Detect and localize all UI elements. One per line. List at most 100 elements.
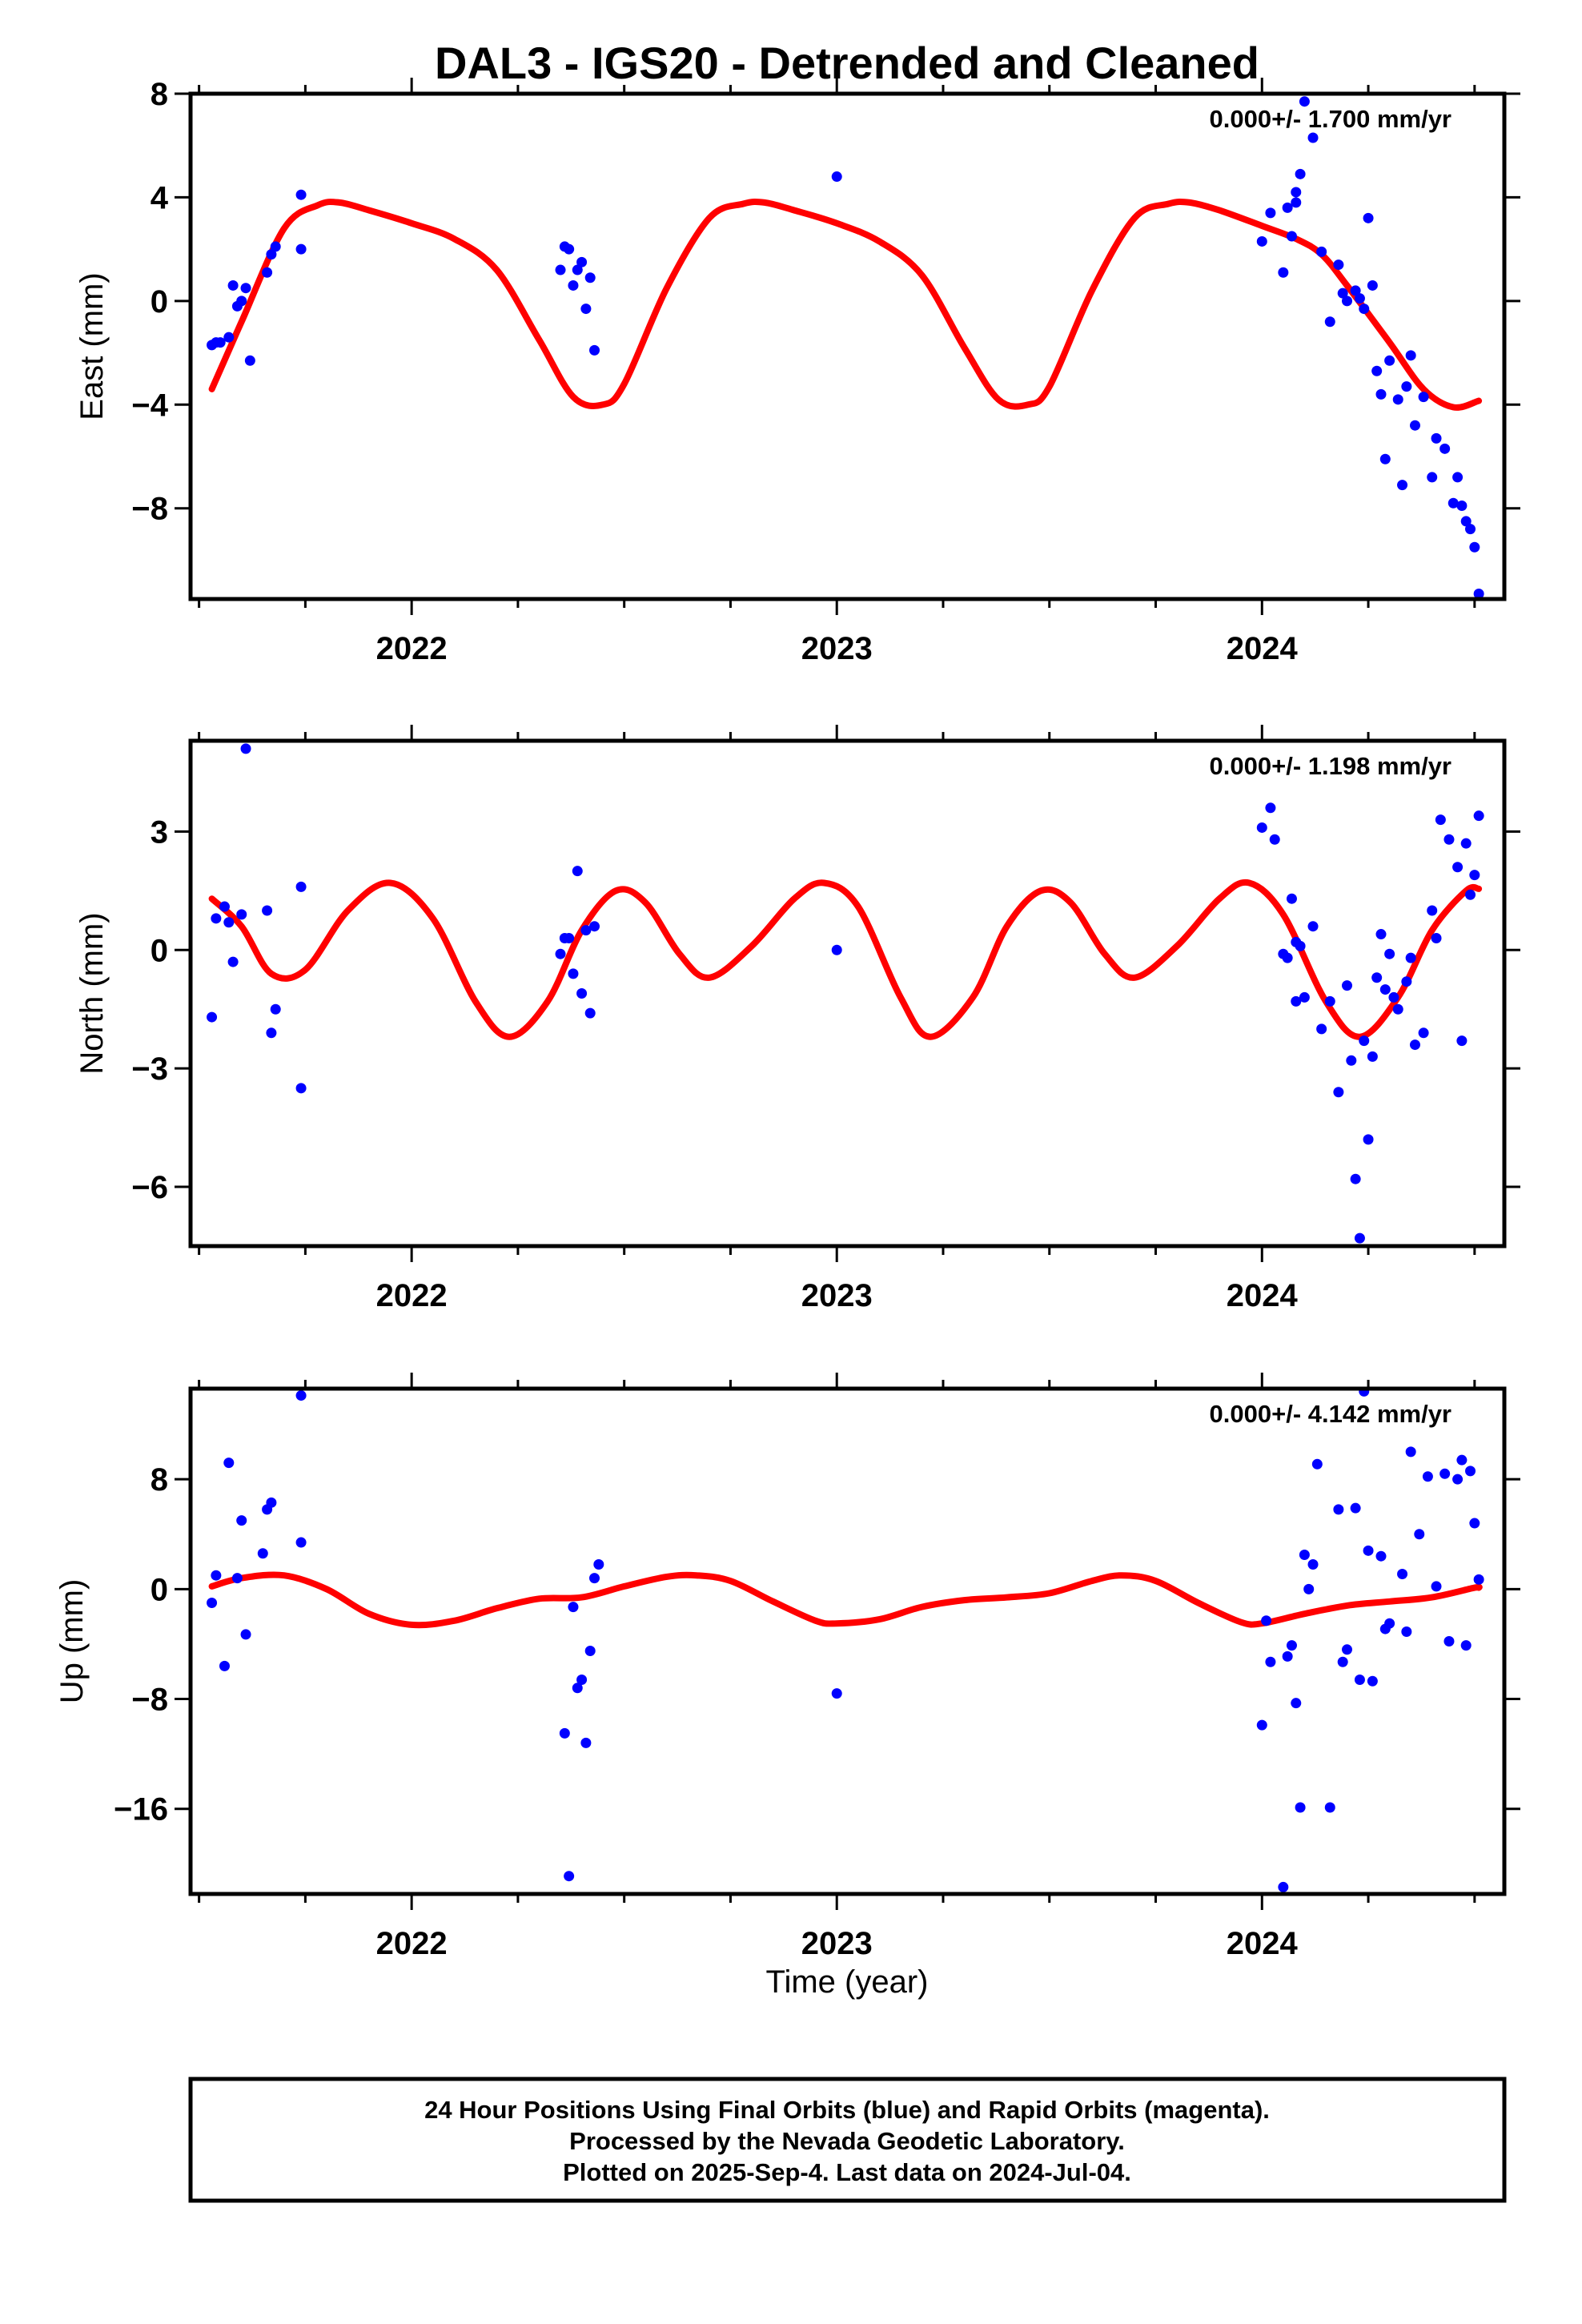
up-y-tick-label: 8 xyxy=(151,1462,168,1498)
up-data-point xyxy=(1460,1640,1472,1651)
up-data-point xyxy=(1333,1504,1344,1515)
north-x-tick-label: 2022 xyxy=(376,1278,448,1313)
up-data-point xyxy=(580,1737,592,1748)
east-data-point xyxy=(1282,202,1293,213)
east-plot-frame xyxy=(188,91,1507,601)
north-data-point xyxy=(1452,862,1464,873)
up-data-point xyxy=(564,1871,575,1882)
north-data-point xyxy=(1291,995,1302,1007)
north-data-point xyxy=(564,932,575,943)
up-model-line xyxy=(208,1571,1483,1629)
north-data-point xyxy=(1418,1027,1429,1039)
east-data-point xyxy=(1397,480,1408,491)
chart-title: DAL3 - IGS20 - Detrended and Cleaned xyxy=(435,38,1259,88)
north-data-point xyxy=(1431,932,1442,943)
east-data-point xyxy=(1401,381,1412,392)
east-y-tick-label: −4 xyxy=(131,388,168,423)
north-data-point xyxy=(1307,921,1319,932)
north-data-point xyxy=(240,743,251,754)
up-data-point xyxy=(1384,1618,1395,1629)
up-data-point xyxy=(1261,1615,1272,1626)
east-data-point xyxy=(1295,168,1306,179)
north-x-tick-label: 2023 xyxy=(801,1278,873,1313)
north-plot-frame xyxy=(188,738,1507,1248)
up-y-axis-label: Up (mm) xyxy=(54,1579,90,1704)
east-data-point xyxy=(1342,296,1353,307)
footer-line-3: Plotted on 2025-Sep-4. Last data on 2024… xyxy=(563,2158,1131,2186)
north-data-point xyxy=(1371,972,1383,983)
up-data-point xyxy=(1456,1454,1468,1466)
north-data-point xyxy=(584,1007,596,1019)
east-x-tick-label: 2022 xyxy=(376,631,448,666)
east-data-point xyxy=(1307,132,1319,143)
east-data-point xyxy=(1359,304,1370,315)
north-data-point xyxy=(1392,1003,1403,1015)
north-y-tick-label: −6 xyxy=(131,1170,168,1205)
east-data-point xyxy=(1465,524,1476,535)
east-data-point xyxy=(244,355,255,366)
up-y-tick-label: −16 xyxy=(114,1792,168,1827)
east-data-point xyxy=(1278,267,1289,278)
north-data-point xyxy=(1401,976,1412,987)
east-data-point xyxy=(1375,388,1387,400)
north-data-point xyxy=(1265,802,1276,814)
east-data-point xyxy=(1439,443,1451,454)
east-data-point xyxy=(1409,420,1420,431)
north-data-point xyxy=(1346,1055,1357,1066)
north-data-point xyxy=(219,901,230,912)
up-data-point xyxy=(236,1515,247,1526)
east-data-point xyxy=(1354,293,1365,304)
east-data-point xyxy=(1473,589,1484,599)
up-data-point xyxy=(1324,1802,1335,1813)
north-data-point xyxy=(1269,834,1280,845)
north-data-point xyxy=(1354,1232,1365,1244)
east-data-point xyxy=(580,304,592,315)
east-data-point xyxy=(1333,259,1344,271)
up-data-point xyxy=(211,1570,222,1581)
north-data-point xyxy=(270,1003,281,1015)
east-data-point xyxy=(236,296,247,307)
north-data-point xyxy=(831,944,842,955)
north-data-point xyxy=(295,1083,307,1094)
up-x-tick-label: 2022 xyxy=(376,1926,448,1961)
east-data-point xyxy=(223,332,235,343)
up-panel: 2022 2023 2024 8 0 −8 −16 Up (mm) 0.000+/- 4.142… xyxy=(54,1373,1520,1961)
east-y-tick-label: 8 xyxy=(151,77,168,112)
east-data-point xyxy=(1431,432,1442,444)
east-data-point xyxy=(576,256,588,267)
east-data-point xyxy=(1384,355,1395,366)
up-data-point xyxy=(266,1497,277,1508)
up-data-point xyxy=(1354,1675,1365,1686)
east-data-point xyxy=(262,267,273,278)
up-data-point xyxy=(1363,1545,1374,1556)
north-data-point xyxy=(1324,995,1335,1007)
east-data-point xyxy=(1452,472,1464,483)
east-data-point xyxy=(215,337,226,348)
up-x-tick-label: 2023 xyxy=(801,1926,873,1961)
north-data-point xyxy=(1350,1173,1361,1184)
north-data-point xyxy=(1473,810,1484,822)
east-data-point xyxy=(1324,316,1335,328)
up-data-point xyxy=(1337,1656,1348,1667)
north-data-point xyxy=(1359,1035,1370,1047)
up-data-point xyxy=(1278,1881,1289,1892)
up-data-point xyxy=(223,1458,235,1469)
north-data-point xyxy=(295,881,307,892)
up-data-point xyxy=(593,1558,604,1570)
up-data-point xyxy=(1307,1558,1319,1570)
east-data-point xyxy=(1371,365,1383,376)
east-data-point xyxy=(831,171,842,183)
north-data-point xyxy=(568,968,579,979)
north-rate-label: 0.000+/- 1.198 mm/yr xyxy=(1210,752,1452,780)
north-data-point xyxy=(211,913,222,924)
footer-box xyxy=(188,2077,1507,2203)
north-data-point xyxy=(1460,838,1472,849)
east-data-layer xyxy=(207,96,1484,599)
north-x-tick-label: 2024 xyxy=(1227,1278,1299,1313)
north-data-point xyxy=(223,917,235,928)
up-data-point xyxy=(1303,1583,1315,1594)
east-data-point xyxy=(564,243,575,255)
east-data-point xyxy=(1379,453,1391,464)
up-data-point xyxy=(1431,1581,1442,1592)
